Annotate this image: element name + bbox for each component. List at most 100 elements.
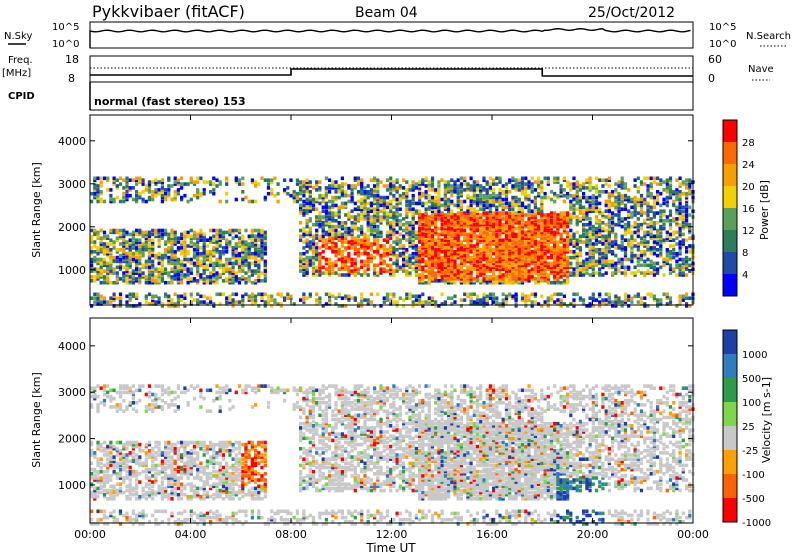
echo-cell — [562, 251, 566, 256]
echo-cell — [627, 199, 631, 204]
echo-cell — [151, 190, 155, 194]
echo-cell — [167, 300, 171, 304]
echo-cell — [118, 236, 123, 240]
echo-cell — [254, 248, 258, 252]
echo-cell — [530, 215, 534, 219]
echo-cell — [128, 244, 132, 248]
echo-cell — [102, 176, 107, 181]
echo-cell — [639, 199, 644, 204]
echo-cell — [347, 255, 351, 260]
echo-cell — [668, 190, 673, 194]
echo-cell — [517, 203, 521, 208]
echo-cell — [453, 222, 457, 227]
echo-cell — [646, 248, 650, 252]
echo-cell — [340, 244, 344, 248]
echo-cell — [363, 298, 367, 302]
echo-cell — [427, 232, 431, 237]
echo-cell — [566, 219, 570, 223]
echo-cell — [540, 253, 544, 258]
echo-cell — [492, 269, 496, 273]
echo-cell — [591, 193, 595, 198]
echo-cell — [221, 265, 226, 270]
echo-cell — [456, 184, 460, 188]
echo-cell — [434, 221, 438, 225]
echo-cell — [549, 215, 554, 219]
echo-cell — [218, 251, 222, 256]
echo-cell — [582, 298, 586, 302]
echo-cell — [492, 261, 496, 266]
echo-cell — [501, 213, 505, 217]
echo-cell — [205, 263, 209, 268]
echo-cell — [594, 263, 599, 268]
echo-cell — [614, 296, 618, 300]
echo-cell — [112, 199, 116, 204]
echo-cell — [617, 269, 621, 273]
echo-cell — [199, 230, 203, 235]
echo-cell — [459, 253, 463, 258]
echo-cell — [196, 255, 200, 260]
echo-cell — [495, 244, 499, 248]
echo-cell — [295, 193, 299, 198]
echo-cell — [141, 244, 145, 248]
echo-cell — [553, 224, 557, 229]
echo-cell — [475, 263, 480, 268]
echo-cell — [356, 304, 361, 308]
echo-cell — [408, 222, 412, 227]
echo-cell — [607, 242, 611, 246]
echo-cell — [469, 244, 473, 248]
echo-cell — [466, 195, 470, 200]
echo-cell — [498, 178, 502, 182]
echo-cell — [376, 250, 380, 254]
echo-cell — [501, 251, 505, 256]
echo-cell — [93, 186, 97, 190]
echo-cell — [514, 226, 518, 231]
echo-cell — [356, 238, 361, 242]
echo-cell — [575, 201, 579, 206]
echo-cell — [646, 263, 650, 268]
echo-cell — [492, 213, 496, 217]
echo-cell — [578, 205, 582, 210]
echo-cell — [189, 244, 193, 248]
echo-cell — [588, 182, 592, 186]
echo-cell — [369, 193, 373, 198]
echo-cell — [447, 182, 451, 186]
echo-cell — [594, 199, 599, 204]
echo-cell — [369, 300, 373, 304]
echo-cell — [475, 250, 480, 254]
echo-cell — [475, 300, 480, 304]
echo-cell — [147, 302, 152, 306]
echo-cell — [530, 232, 534, 237]
echo-cell — [582, 191, 586, 196]
echo-cell — [421, 217, 425, 221]
echo-cell — [440, 302, 444, 306]
echo-cell — [623, 226, 628, 231]
echo-cell — [495, 253, 499, 258]
echo-cell — [601, 300, 605, 304]
echo-cell — [170, 280, 174, 285]
echo-cell — [337, 224, 341, 229]
echo-cell — [218, 275, 222, 279]
echo-cell — [421, 228, 425, 233]
echo-cell — [504, 273, 509, 277]
echo-cell — [495, 207, 499, 211]
echo-cell — [456, 190, 460, 194]
echo-cell — [392, 217, 396, 221]
echo-cell — [237, 251, 242, 256]
echo-cell — [318, 195, 322, 200]
echo-cell — [360, 188, 364, 192]
echo-cell — [556, 222, 560, 227]
echo-cell — [443, 253, 447, 258]
echo-cell — [96, 193, 100, 198]
echo-cell — [559, 236, 563, 240]
echo-cell — [498, 221, 502, 225]
echo-cell — [543, 244, 547, 248]
echo-cell — [575, 207, 579, 211]
echo-cell — [164, 248, 168, 252]
echo-cell — [488, 246, 492, 250]
echo-cell — [434, 195, 438, 200]
echo-cell — [421, 244, 425, 248]
echo-cell — [463, 238, 467, 242]
echo-cell — [546, 296, 550, 300]
echo-cell — [315, 222, 319, 227]
echo-cell — [639, 209, 644, 213]
